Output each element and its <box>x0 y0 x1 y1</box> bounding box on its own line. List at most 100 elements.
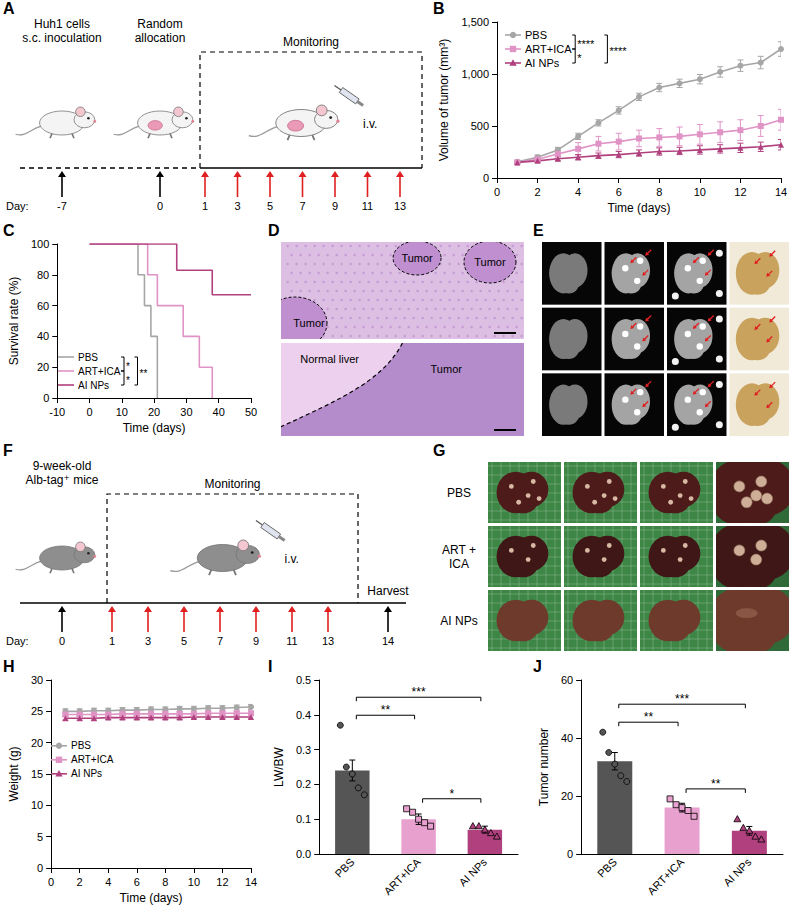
svg-text:8: 8 <box>656 186 662 198</box>
svg-text:PBS: PBS <box>447 486 471 500</box>
svg-text:LW/BW: LW/BW <box>272 746 286 786</box>
svg-text:80: 80 <box>37 269 49 281</box>
svg-text:11: 11 <box>362 200 373 212</box>
svg-text:Huh1 cells: Huh1 cells <box>34 17 90 31</box>
svg-text:30: 30 <box>180 406 192 418</box>
svg-text:Time (days): Time (days) <box>123 421 186 435</box>
svg-text:*: * <box>577 52 582 64</box>
svg-text:10: 10 <box>188 876 200 888</box>
svg-text:0.3: 0.3 <box>296 744 311 756</box>
svg-text:40: 40 <box>213 406 225 418</box>
svg-text:60: 60 <box>37 300 49 312</box>
svg-text:1: 1 <box>202 200 208 212</box>
svg-text:0: 0 <box>86 406 92 418</box>
svg-text:***: *** <box>412 685 426 699</box>
svg-text:ART +: ART + <box>442 543 476 557</box>
svg-text:14: 14 <box>245 876 257 888</box>
svg-text:20: 20 <box>37 361 49 373</box>
svg-text:allocation: allocation <box>135 31 186 45</box>
svg-text:7: 7 <box>299 200 305 212</box>
svg-text:Time (days): Time (days) <box>608 201 671 215</box>
svg-text:7: 7 <box>217 635 223 647</box>
svg-text:0: 0 <box>37 862 43 874</box>
svg-text:0.0: 0.0 <box>296 848 311 860</box>
svg-text:Alb-tag⁺ mice: Alb-tag⁺ mice <box>25 473 98 487</box>
svg-text:3: 3 <box>234 200 240 212</box>
svg-text:20: 20 <box>148 406 160 418</box>
svg-text:5: 5 <box>181 635 187 647</box>
svg-text:12: 12 <box>216 876 228 888</box>
svg-text:****: **** <box>609 45 627 57</box>
svg-text:2: 2 <box>535 186 541 198</box>
svg-text:**: ** <box>140 368 148 379</box>
svg-text:20: 20 <box>561 790 573 802</box>
svg-text:3: 3 <box>145 635 151 647</box>
svg-text:5: 5 <box>37 831 43 843</box>
svg-text:4: 4 <box>575 186 581 198</box>
svg-text:*: * <box>126 375 130 386</box>
svg-text:15: 15 <box>31 768 43 780</box>
svg-text:Monitoring: Monitoring <box>204 477 260 491</box>
svg-text:ART+ICA: ART+ICA <box>645 855 687 897</box>
svg-text:0.4: 0.4 <box>296 709 311 721</box>
svg-text:AI NPs: AI NPs <box>440 614 477 628</box>
svg-text:9: 9 <box>253 635 259 647</box>
svg-text:0.1: 0.1 <box>296 813 311 825</box>
svg-text:i.v.: i.v. <box>363 117 377 131</box>
svg-text:4: 4 <box>105 876 111 888</box>
svg-text:9: 9 <box>332 200 338 212</box>
svg-text:0: 0 <box>494 186 500 198</box>
svg-text:10: 10 <box>116 406 128 418</box>
svg-text:Tumor: Tumor <box>401 252 433 264</box>
svg-text:30: 30 <box>31 674 43 686</box>
svg-text:5: 5 <box>267 200 273 212</box>
svg-text:Tumor: Tumor <box>431 363 463 375</box>
svg-text:i.v.: i.v. <box>285 552 299 566</box>
svg-text:**: ** <box>644 710 654 724</box>
svg-text:0: 0 <box>567 848 573 860</box>
svg-text:Tumor number: Tumor number <box>537 728 551 806</box>
svg-text:100: 100 <box>31 238 49 250</box>
svg-text:2: 2 <box>77 876 83 888</box>
svg-text:9-week-old: 9-week-old <box>33 459 92 473</box>
svg-text:14: 14 <box>775 186 787 198</box>
svg-text:ICA: ICA <box>449 557 469 571</box>
svg-text:ART+ICA: ART+ICA <box>71 754 114 765</box>
svg-text:s.c. inoculation: s.c. inoculation <box>22 31 101 45</box>
svg-text:Random: Random <box>137 17 182 31</box>
svg-text:0: 0 <box>157 200 163 212</box>
svg-text:Volume of tumor (mm³): Volume of tumor (mm³) <box>437 39 451 162</box>
svg-text:10: 10 <box>31 799 43 811</box>
svg-text:Survival rate (%): Survival rate (%) <box>7 277 21 366</box>
svg-text:Tumor: Tumor <box>474 256 506 268</box>
svg-text:PBS: PBS <box>71 740 91 751</box>
svg-text:*: * <box>126 361 130 372</box>
svg-text:0: 0 <box>43 392 49 404</box>
svg-text:0: 0 <box>59 635 65 647</box>
svg-text:13: 13 <box>394 200 406 212</box>
svg-text:10: 10 <box>694 186 706 198</box>
svg-text:0.2: 0.2 <box>296 778 311 790</box>
svg-text:1,500: 1,500 <box>461 16 489 28</box>
svg-text:**: ** <box>381 703 391 717</box>
svg-text:*: * <box>449 787 454 801</box>
svg-text:Time (days): Time (days) <box>120 891 183 905</box>
svg-text:0.5: 0.5 <box>296 674 311 686</box>
svg-text:Tumor: Tumor <box>293 317 325 329</box>
svg-text:Monitoring: Monitoring <box>283 35 339 49</box>
svg-text:ART+ICA: ART+ICA <box>381 855 423 897</box>
svg-text:ART+ICA: ART+ICA <box>78 366 121 377</box>
svg-text:1,000: 1,000 <box>461 68 489 80</box>
svg-text:PBS: PBS <box>78 352 98 363</box>
svg-text:6: 6 <box>134 876 140 888</box>
svg-text:****: **** <box>577 38 595 50</box>
svg-text:40: 40 <box>561 732 573 744</box>
svg-text:ART+ICA: ART+ICA <box>525 43 572 55</box>
svg-text:25: 25 <box>31 705 43 717</box>
svg-text:***: *** <box>675 692 689 706</box>
svg-text:Day:: Day: <box>6 200 29 212</box>
svg-text:50: 50 <box>245 406 257 418</box>
svg-text:AI NPs: AI NPs <box>71 768 102 779</box>
svg-text:40: 40 <box>37 330 49 342</box>
svg-text:13: 13 <box>322 635 334 647</box>
